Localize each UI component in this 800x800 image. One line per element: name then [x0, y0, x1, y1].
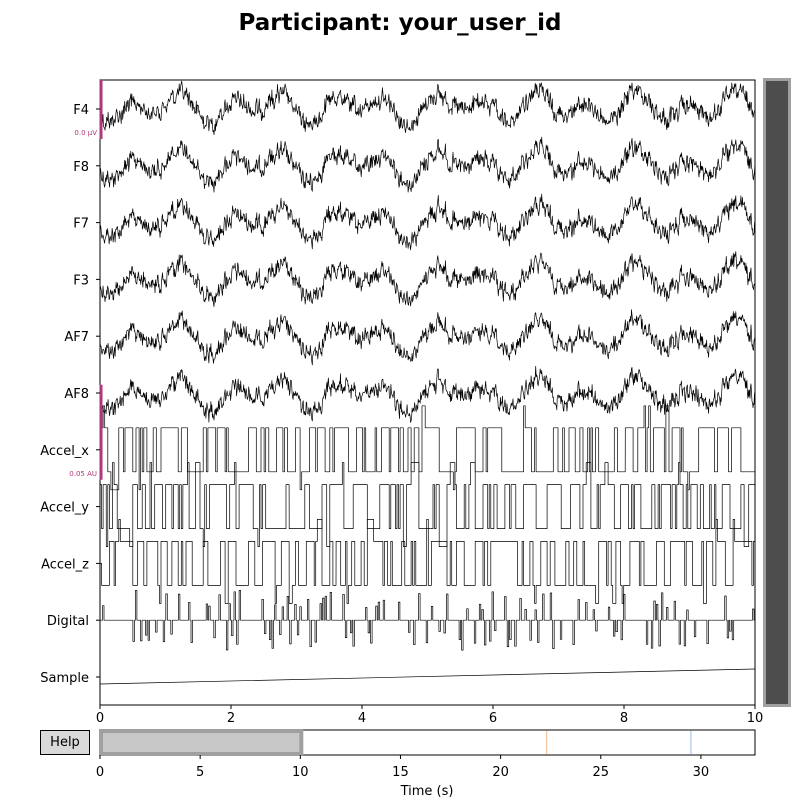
overview-x-tick-label: 30	[693, 765, 710, 780]
x-tick-label: 2	[227, 711, 235, 726]
x-tick-label: 6	[489, 711, 497, 726]
scale-bars-layer: 0.0 µV 0.05 AU	[69, 80, 103, 480]
trace-accel-z	[100, 519, 755, 604]
x-axis-ticks: 0 2 4 6 8 10	[96, 705, 763, 726]
overview-x-tick-label: 15	[392, 765, 409, 780]
channel-label: Sample	[40, 671, 89, 686]
x-tick-label: 10	[747, 711, 764, 726]
overview-x-tick-label: 10	[292, 765, 309, 780]
x-tick-label: 8	[620, 711, 628, 726]
trace-accel-x	[100, 405, 755, 491]
trace-f8	[100, 136, 755, 193]
x-axis-title: Time (s)	[400, 784, 454, 799]
channel-label: F3	[73, 273, 89, 288]
scale-bar-label: 0.05 AU	[69, 470, 97, 478]
channel-scrollbar-thumb[interactable]	[763, 78, 791, 707]
trace-af8	[100, 365, 755, 423]
overview-x-tick-label: 25	[592, 765, 609, 780]
channel-label: Accel_z	[41, 557, 89, 572]
event-markers	[546, 731, 692, 754]
traces-layer	[100, 80, 755, 685]
time-scrollbar-window[interactable]	[99, 729, 304, 756]
channel-label: F4	[73, 103, 89, 118]
overview-x-axis-ticks: 0 5 10 15 20 25 30	[96, 755, 709, 780]
channel-label: AF8	[64, 387, 89, 402]
trace-af7	[100, 309, 755, 366]
channel-label: Accel_y	[40, 501, 89, 516]
x-tick-label: 0	[96, 711, 104, 726]
trace-f4	[100, 80, 755, 136]
chart-title: Participant: your_user_id	[238, 10, 562, 36]
overview-x-tick-label: 0	[96, 765, 104, 780]
channel-label: Accel_x	[40, 444, 89, 459]
channel-labels: F4 F8 F7 F3 AF7 AF8 Accel_x Accel_y Accel_z Digit…	[40, 103, 100, 686]
help-button[interactable]: Help	[40, 730, 90, 755]
overview-x-tick-label: 20	[492, 765, 509, 780]
overview-x-tick-label: 5	[196, 765, 204, 780]
scale-bar-label: 0.0 µV	[74, 129, 97, 137]
trace-sample	[100, 668, 755, 685]
channel-label: Digital	[47, 614, 89, 629]
trace-digital	[100, 589, 755, 651]
trace-accel-y	[100, 462, 755, 547]
trace-f7	[100, 193, 755, 251]
channel-label: F8	[73, 160, 89, 175]
channel-label: F7	[73, 217, 89, 232]
channel-label: AF7	[64, 330, 89, 345]
x-tick-label: 4	[358, 711, 366, 726]
trace-f3	[100, 251, 755, 307]
